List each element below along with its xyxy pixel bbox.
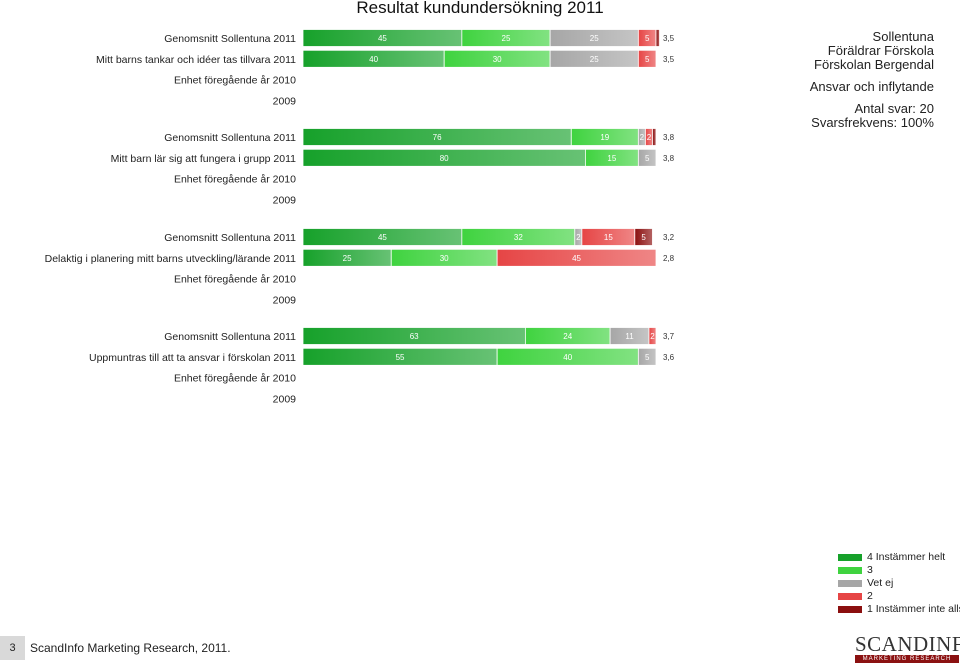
bar-value-label: 40 [563,353,572,362]
bar-value-label: 25 [502,34,511,43]
bar-value-label: 15 [607,154,616,163]
survey-info-panel: Sollentuna Föräldrar Förskola Förskolan … [734,30,934,130]
bar-value-label: 30 [440,254,449,263]
bar-value-label: 5 [645,34,650,43]
info-unit: Förskolan Bergendal [814,57,934,72]
row-label: Uppmuntras till att ta ansvar i förskola… [89,352,296,364]
row-mean-value: 3,8 [663,133,675,142]
row-label: Genomsnitt Sollentuna 2011 [164,33,296,45]
bar-value-label: 25 [590,55,599,64]
bar-value-label: 25 [590,34,599,43]
row-label: Enhet föregående år 2010 [174,373,296,385]
bar-value-label: 45 [378,233,387,242]
bar-value-label: 40 [369,55,378,64]
bar-value-label: 5 [645,353,650,362]
info-municipality: Sollentuna [872,29,934,44]
chart-title: Resultat kundundersökning 2011 [356,0,604,17]
info-section: Ansvar och inflytande [809,79,934,94]
bar-value-label: 80 [440,154,449,163]
bar-value-label: 25 [343,254,352,263]
bar-value-label: 2 [647,133,652,142]
row-label: 2009 [273,393,297,405]
bar-value-label: 32 [514,233,523,242]
info-response-count: Antal svar: 20 [854,101,935,116]
bar-segment [637,347,657,366]
bar-value-label: 5 [645,55,650,64]
bar-value-label: 5 [641,233,646,242]
row-label: Mitt barns tankar och idéer tas tillvara… [96,54,296,66]
row-label: Mitt barn lär sig att fungera i grupp 20… [111,153,297,165]
row-mean-value: 3,7 [663,332,675,341]
footer-credit: ScandInfo Marketing Research, 2011. [30,641,231,655]
row-label: Delaktig i planering mitt barns utveckli… [45,253,297,265]
bar-segment [652,128,657,146]
bar-segment [496,248,657,267]
bar-segment [648,327,657,345]
bar-segment [634,228,653,246]
legend-swatch [838,580,862,587]
bar-segment [637,148,657,167]
row-label: Genomsnitt Sollentuna 2011 [164,331,296,343]
logo-tagline: MARKETING RESEARCH [855,655,959,663]
row-mean-value: 3,2 [663,233,675,242]
info-response-rate: Svarsfrekvens: 100% [811,115,934,130]
row-label: 2009 [273,194,297,206]
row-label: Enhet föregående år 2010 [174,75,296,87]
bar-value-label: 19 [600,133,609,142]
company-logo: SCANDINFO MARKETING RESEARCH [855,632,960,664]
page-number: 3 [0,636,25,660]
row-label: 2009 [273,294,297,306]
legend-label: 3 [867,564,873,576]
bar-value-label: 63 [410,332,419,341]
row-label: Enhet föregående år 2010 [174,174,296,186]
row-mean-value: 3,5 [663,34,675,43]
bar-value-label: 2 [640,133,645,142]
legend-label: 4 Instämmer helt [867,551,946,563]
row-label: Genomsnitt Sollentuna 2011 [164,232,296,244]
row-mean-value: 2,8 [663,254,675,263]
bar-value-label: 55 [396,353,405,362]
bar-value-label: 15 [604,233,613,242]
row-mean-value: 3,8 [663,154,675,163]
row-label: Genomsnitt Sollentuna 2011 [164,132,296,144]
legend-swatch [838,606,862,613]
legend-swatch [838,567,862,574]
bar-value-label: 2 [650,332,655,341]
row-label: Enhet föregående år 2010 [174,274,296,286]
bar-value-label: 45 [572,254,581,263]
legend-label: 2 [867,590,873,602]
bar-value-label: 24 [563,332,572,341]
bar-value-label: 45 [378,34,387,43]
row-mean-value: 3,5 [663,55,675,64]
row-mean-value: 3,6 [663,353,675,362]
legend-label: Vet ej [867,577,894,589]
legend-swatch [838,593,862,600]
bar-value-label: 5 [645,154,650,163]
legend-label: 1 Instämmer inte alls [867,603,960,615]
bar-segment [637,49,657,68]
bar-value-label: 11 [625,332,634,341]
logo-wordmark: SCANDINFO [855,632,960,656]
bar-value-label: 30 [493,55,502,64]
bar-segment [655,29,660,47]
row-label: 2009 [273,95,297,107]
info-group: Föräldrar Förskola [827,43,934,58]
legend-swatch [838,554,862,561]
bar-value-label: 2 [576,233,581,242]
bar-value-label: 76 [433,133,442,142]
